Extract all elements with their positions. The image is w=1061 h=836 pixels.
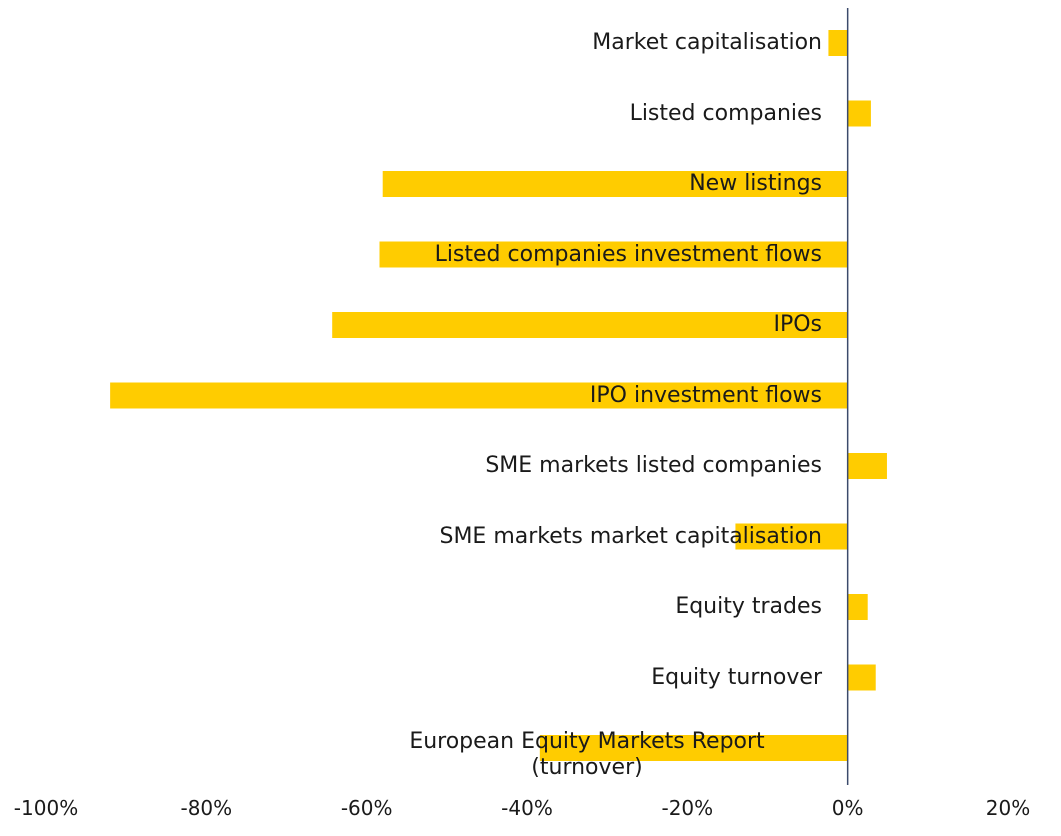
category-label: IPO investment flows <box>589 382 822 408</box>
category-label: IPOs <box>773 312 822 337</box>
bar <box>110 382 848 409</box>
category-label: Listed companies <box>629 100 822 126</box>
x-tick-label: -40% <box>501 796 553 820</box>
x-tick-label: -100% <box>13 796 79 820</box>
category-label: Equity turnover <box>651 664 822 690</box>
bar <box>379 241 848 268</box>
category-label: SME markets listed companies <box>485 453 822 478</box>
bar <box>539 735 848 761</box>
bar <box>382 171 848 197</box>
category-label: Equity trades <box>675 594 822 619</box>
category-label: Market capitalisation <box>592 30 822 55</box>
category-label: Listed companies investment flows <box>434 241 822 267</box>
x-tick-label: 0% <box>831 796 864 820</box>
x-tick-label: -80% <box>180 796 233 820</box>
bar <box>847 100 871 127</box>
bar <box>332 312 848 338</box>
x-tick-label: -20% <box>661 796 714 820</box>
x-tick-label: 20% <box>985 796 1031 820</box>
category-label: New listings <box>689 171 822 196</box>
category-label: European Equity Markets Report (turnover… <box>409 729 765 780</box>
x-tick-label: -60% <box>340 796 393 820</box>
category-label: SME markets market capitalisation <box>439 523 822 549</box>
bar <box>735 523 848 550</box>
bar <box>847 453 887 479</box>
bar <box>847 594 868 620</box>
bar <box>828 30 848 56</box>
bar <box>847 664 876 691</box>
